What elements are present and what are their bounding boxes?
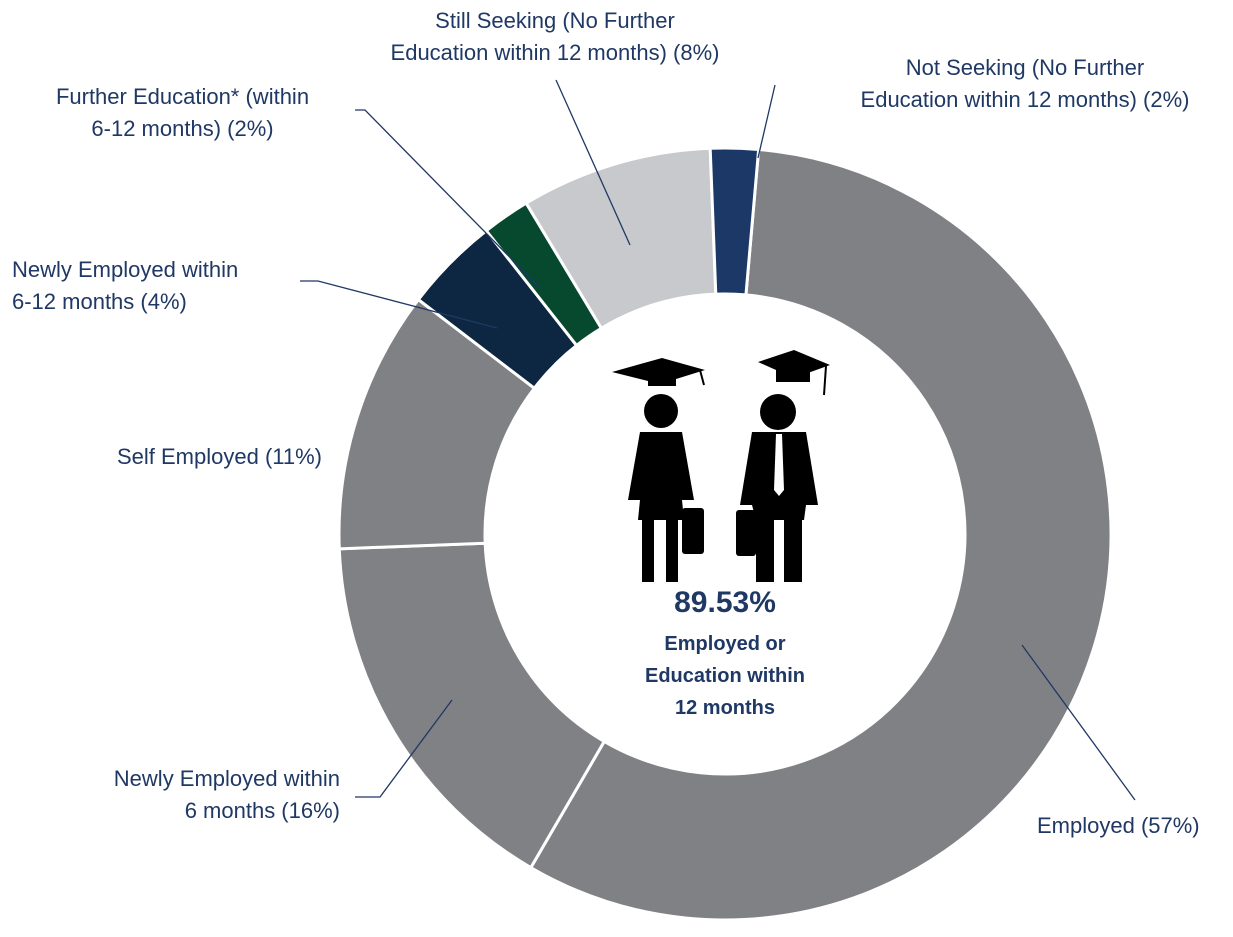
segment-label: Still Seeking (No Further Education with…	[390, 8, 720, 65]
leader-line	[355, 699, 453, 798]
segment-label: Newly Employed within 6 months (16%)	[113, 766, 340, 823]
segment-label: Employed (57%)	[1037, 813, 1200, 838]
segment-label: Self Employed (11%)	[116, 444, 322, 469]
donut-segment	[708, 146, 761, 297]
graduates-icon	[612, 350, 830, 582]
segment-label: Newly Employed within 6-12 months (4%)	[12, 257, 239, 314]
donut-segment	[528, 147, 1113, 922]
leader-line	[300, 280, 498, 329]
donut-segment	[337, 541, 607, 870]
center-label: Employed or Education within 12 months	[645, 633, 805, 719]
center-value: 89.53%	[674, 586, 776, 619]
leader-line	[1021, 644, 1136, 801]
segment-label: Further Education* (within 6-12 months) …	[55, 84, 310, 141]
leader-line	[757, 84, 776, 159]
leader-line	[355, 109, 541, 289]
segment-label: Not Seeking (No Further Education within…	[860, 55, 1190, 112]
leader-line	[555, 79, 631, 246]
